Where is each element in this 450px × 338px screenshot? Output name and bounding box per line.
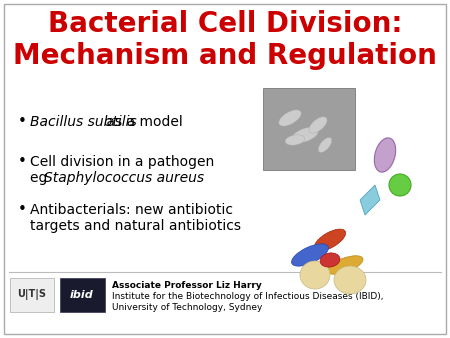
Ellipse shape [334,266,366,294]
Ellipse shape [285,135,305,145]
Ellipse shape [300,261,330,289]
Text: •: • [18,115,27,129]
Text: Associate Professor Liz Harry: Associate Professor Liz Harry [112,281,262,290]
Text: eg: eg [30,171,52,185]
Text: Bacillus subtilis: Bacillus subtilis [30,115,137,129]
Ellipse shape [315,229,346,251]
Text: Bacterial Cell Division:
Mechanism and Regulation: Bacterial Cell Division: Mechanism and R… [13,10,437,70]
Ellipse shape [327,256,363,274]
Bar [263,88,355,170]
Text: ibid: ibid [70,290,94,300]
Text: Institute for the Biotechnology of Infectious Diseases (IBID),: Institute for the Biotechnology of Infec… [112,292,383,301]
Text: targets and natural antibiotics: targets and natural antibiotics [30,219,241,233]
Text: •: • [18,202,27,217]
Text: •: • [18,154,27,169]
Text: Staphylococcus aureus: Staphylococcus aureus [44,171,204,185]
Bar [60,278,105,312]
Polygon shape [360,185,380,215]
Ellipse shape [320,253,340,267]
Text: U|T|S: U|T|S [18,290,46,300]
Ellipse shape [292,127,318,143]
Text: Antibacterials: new antibiotic: Antibacterials: new antibiotic [30,203,233,217]
Bar [10,278,54,312]
Ellipse shape [309,117,327,133]
Ellipse shape [389,174,411,196]
Ellipse shape [374,138,396,172]
Ellipse shape [292,244,328,266]
Text: University of Technology, Sydney: University of Technology, Sydney [112,303,262,312]
Ellipse shape [318,138,332,152]
Ellipse shape [279,110,301,126]
Text: Cell division in a pathogen: Cell division in a pathogen [30,155,214,169]
Text: as a model: as a model [102,115,183,129]
